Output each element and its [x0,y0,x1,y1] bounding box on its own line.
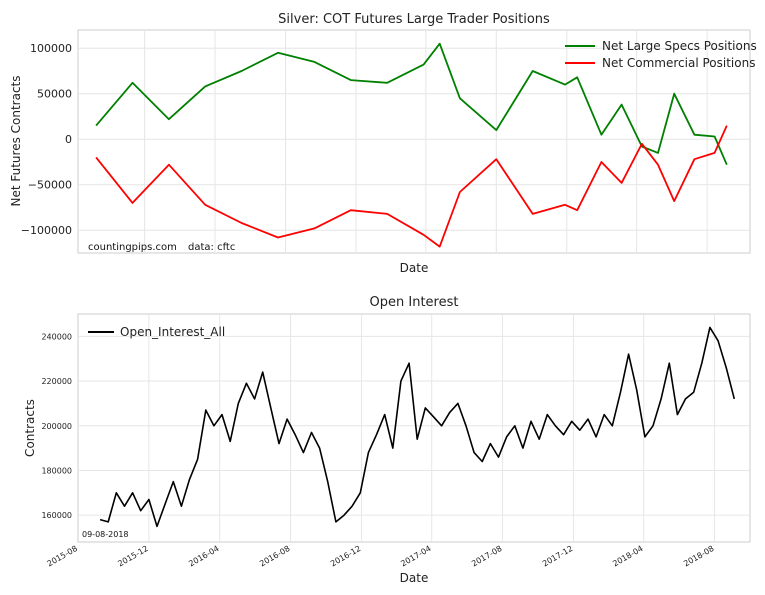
bottom-x-tick-label: 2015-12 [116,544,149,569]
top-grid [78,30,750,253]
bottom-y-axis-label: Contracts [23,399,37,457]
bottom-grid [78,314,750,542]
bottom-y-tick-label: 200000 [41,422,72,431]
bottom-x-tick-label: 2016-08 [258,544,291,569]
top-y-tick-label: −100000 [21,224,72,237]
data-source-annotation: data: cftc [188,242,235,253]
bottom-legend: Open_Interest_All [88,325,225,339]
bottom-x-tick-label: 2017-04 [399,544,432,569]
net-commercial-line [95,125,728,248]
top-legend: Net Large Specs Positions Net Commercial… [565,39,757,70]
bottom-x-tick-label: 2016-04 [187,544,220,569]
top-y-tick-label: 50000 [37,88,72,101]
bottom-x-tick-label: 2015-08 [46,544,79,569]
top-y-axis-label: Net Futures Contracts [9,75,23,206]
top-plot-area [77,29,751,254]
legend-label-net-large-specs: Net Large Specs Positions [602,39,757,53]
bottom-x-ticks: 2015-08 2015-12 2016-04 2016-08 2016-12 2017-… [46,544,716,569]
bottom-x-tick-label: 2016-12 [329,544,362,569]
legend-label-open-interest: Open_Interest_All [120,325,225,339]
bottom-x-tick-label: 2018-04 [611,544,644,569]
date-annotation: 09-08-2018 [82,530,129,539]
bottom-y-tick-label: 220000 [41,377,72,386]
bottom-y-tick-label: 160000 [41,511,72,520]
bottom-lines [99,326,736,528]
bottom-chart-title: Open Interest [370,295,459,310]
top-y-tick-label: −50000 [28,179,72,192]
bottom-y-ticks: 160000 180000 200000 220000 240000 [41,332,72,520]
bottom-plot-area [77,313,751,543]
bottom-x-tick-label: 2017-12 [541,544,574,569]
top-y-tick-label: 100000 [30,42,72,55]
bottom-x-tick-label: 2018-08 [682,544,715,569]
bottom-y-tick-label: 240000 [41,332,72,341]
top-chart-title: Silver: COT Futures Large Trader Positio… [278,12,550,27]
top-lines [95,42,728,248]
net-large-specs-line [95,42,728,166]
top-y-ticks: −100000 −50000 0 50000 100000 [21,42,72,237]
top-x-axis-label: Date [400,261,429,275]
source-site-annotation: countingpips.com [88,242,177,253]
bottom-y-tick-label: 180000 [41,466,72,475]
bottom-x-tick-label: 2017-08 [470,544,503,569]
top-chart: −100000 −50000 0 50000 100000 Silver: COT Fu… [9,12,757,275]
bottom-x-axis-label: Date [400,571,429,585]
top-y-tick-label: 0 [65,133,72,146]
legend-label-net-commercial: Net Commercial Positions [602,56,755,70]
open-interest-line [99,326,736,528]
